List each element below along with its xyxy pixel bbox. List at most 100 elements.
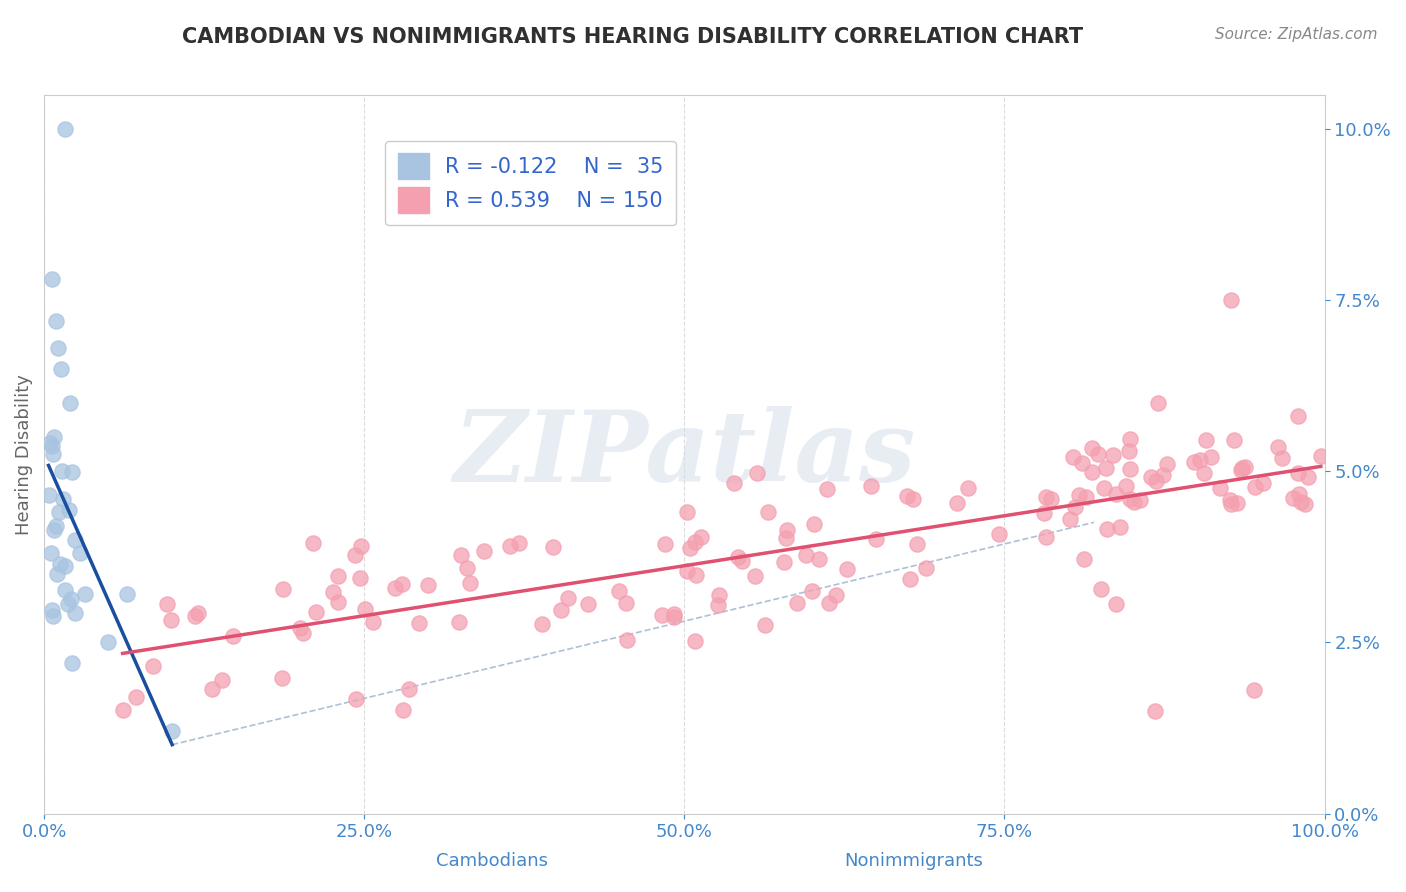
Point	[349, 571, 371, 585]
Point	[53, 583, 76, 598]
Point	[49, 558, 72, 572]
Point	[1226, 496, 1249, 510]
Point	[271, 582, 294, 597]
Point	[42, 524, 65, 538]
Point	[1094, 461, 1116, 475]
Point	[221, 629, 243, 643]
Point	[322, 584, 344, 599]
Point	[1102, 448, 1125, 462]
Point	[398, 681, 420, 696]
Point	[818, 596, 841, 610]
Point	[48, 505, 70, 519]
Point	[60, 656, 83, 670]
Point	[1070, 456, 1092, 470]
Point	[1081, 465, 1104, 479]
Point	[1095, 522, 1118, 536]
Point	[270, 672, 292, 686]
Point	[662, 610, 685, 624]
Point	[1267, 440, 1289, 454]
Point	[1219, 493, 1241, 508]
Point	[42, 608, 65, 623]
Point	[775, 531, 797, 545]
Point	[1139, 470, 1161, 484]
Point	[384, 581, 406, 595]
Point	[41, 439, 63, 453]
Point	[160, 724, 183, 739]
Point	[727, 549, 749, 564]
Point	[898, 572, 921, 586]
Point	[1219, 497, 1241, 511]
Point	[756, 505, 779, 519]
Point	[824, 588, 846, 602]
Point	[52, 492, 75, 507]
Point	[1067, 488, 1090, 502]
Point	[1129, 492, 1152, 507]
Point	[1192, 466, 1215, 480]
Point	[97, 635, 120, 649]
Point	[1209, 481, 1232, 495]
Point	[1219, 293, 1241, 307]
Point	[1253, 476, 1275, 491]
Point	[576, 598, 599, 612]
Point	[416, 578, 439, 592]
Point	[63, 607, 86, 621]
Point	[1033, 506, 1056, 520]
Point	[56, 597, 79, 611]
Point	[1119, 491, 1142, 506]
Point	[662, 607, 685, 621]
Point	[1147, 396, 1170, 410]
Point	[328, 568, 350, 582]
Point	[49, 361, 72, 376]
Point	[707, 588, 730, 602]
Point	[75, 587, 97, 601]
Point	[46, 341, 69, 355]
Point	[685, 567, 707, 582]
Point	[344, 548, 367, 562]
Point	[903, 492, 925, 507]
Point	[449, 615, 471, 630]
Point	[1298, 469, 1320, 483]
Point	[211, 673, 233, 688]
Point	[1105, 486, 1128, 500]
Text: ZIPatlas: ZIPatlas	[453, 406, 915, 502]
Point	[1144, 704, 1167, 718]
Point	[292, 625, 315, 640]
Point	[156, 597, 179, 611]
Point	[60, 592, 83, 607]
Point	[1294, 498, 1316, 512]
Point	[609, 583, 631, 598]
Point	[776, 523, 799, 537]
Point	[1035, 530, 1057, 544]
Point	[1182, 455, 1205, 469]
Point	[1063, 500, 1085, 514]
Point	[201, 681, 224, 696]
Point	[1090, 582, 1112, 596]
Point	[1195, 433, 1218, 447]
Text: Cambodians: Cambodians	[436, 852, 548, 870]
Point	[1119, 432, 1142, 446]
Point	[59, 396, 82, 410]
Point	[1073, 552, 1095, 566]
Y-axis label: Hearing Disability: Hearing Disability	[15, 374, 32, 534]
Point	[1222, 433, 1244, 447]
Point	[1234, 460, 1257, 475]
Point	[616, 632, 638, 647]
Legend: R = -0.122    N =  35, R = 0.539    N = 150: R = -0.122 N = 35, R = 0.539 N = 150	[385, 141, 676, 225]
Point	[1119, 462, 1142, 476]
Point	[1288, 486, 1310, 500]
Point	[1062, 450, 1084, 464]
Point	[42, 447, 65, 461]
Point	[1188, 453, 1211, 467]
Point	[1199, 450, 1222, 465]
Point	[344, 692, 367, 706]
Point	[1118, 444, 1140, 458]
Point	[65, 533, 87, 548]
Point	[38, 488, 60, 502]
Point	[1123, 495, 1146, 509]
Point	[676, 564, 699, 578]
Point	[1144, 474, 1167, 488]
Point	[1074, 490, 1097, 504]
Point	[683, 535, 706, 549]
Point	[896, 489, 918, 503]
Point	[1282, 491, 1305, 505]
